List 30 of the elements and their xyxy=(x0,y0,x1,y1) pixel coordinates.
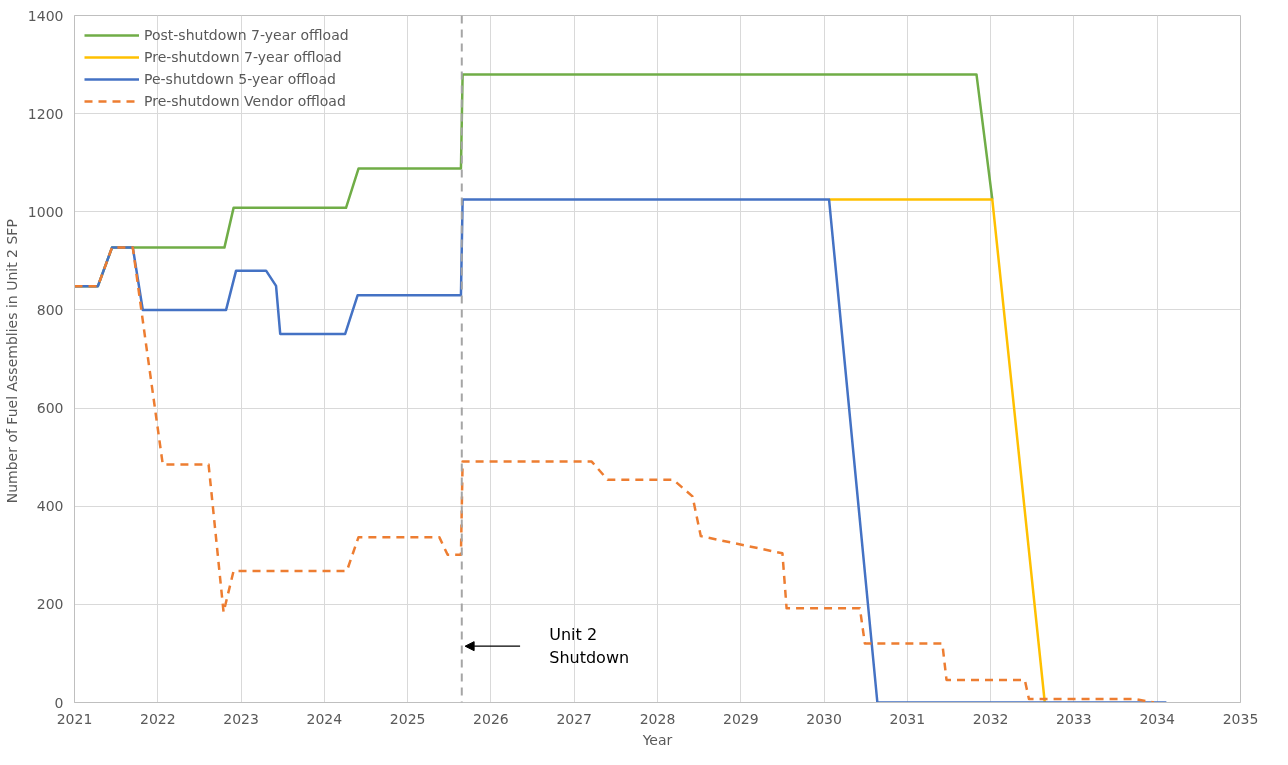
x-tick-label: 2033 xyxy=(1056,710,1092,727)
y-tick-label: 600 xyxy=(36,400,64,417)
y-tick-label: 1200 xyxy=(27,105,64,122)
legend-label: Pre-shutdown 7-year offload xyxy=(144,49,342,65)
legend-label: Post-shutdown 7-year offload xyxy=(144,27,349,43)
x-tick-label: 2023 xyxy=(223,710,259,727)
y-tick-label: 200 xyxy=(36,596,64,613)
x-tick-label: 2022 xyxy=(139,710,176,727)
y-tick-label: 0 xyxy=(54,694,64,711)
x-tick-label: 2034 xyxy=(1139,710,1176,727)
x-tick-label: 2024 xyxy=(306,710,343,727)
x-tick-label: 2027 xyxy=(556,710,593,727)
legend-label: Pre-shutdown Vendor offload xyxy=(144,93,346,109)
x-tick-label: 2031 xyxy=(889,710,926,727)
y-axis-title: Number of Fuel Assemblies in Unit 2 SFP xyxy=(3,219,20,504)
annotation: Unit 2 Shutdown xyxy=(549,625,630,668)
x-tick-label: 2030 xyxy=(806,710,842,727)
x-tick-label: 2032 xyxy=(972,710,1009,727)
legend-label: Pe-shutdown 5-year offload xyxy=(144,71,336,87)
y-tick-label: 800 xyxy=(36,301,64,318)
x-tick-label: 2025 xyxy=(389,710,426,727)
y-tick-label: 1400 xyxy=(27,7,64,24)
x-tick-label: 2035 xyxy=(1222,710,1259,727)
y-tick-label: 1000 xyxy=(27,203,64,220)
x-axis-title: Year xyxy=(641,731,673,748)
x-tick-label: 2028 xyxy=(639,710,676,727)
x-tick-label: 2029 xyxy=(722,710,759,727)
y-tick-label: 400 xyxy=(36,498,64,515)
x-tick-label: 2026 xyxy=(473,710,509,727)
x-tick-label: 2021 xyxy=(56,710,93,727)
